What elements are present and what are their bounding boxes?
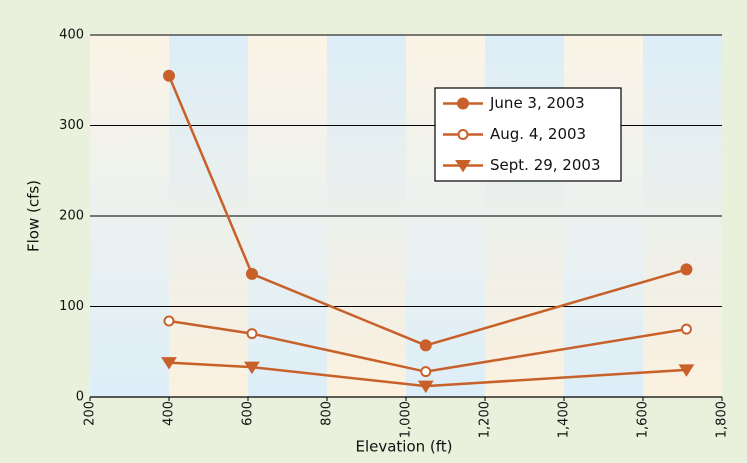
x-tick-label: 400 [162,401,177,426]
x-tick-label: 1,400 [557,401,572,438]
legend-label: June 3, 2003 [489,94,585,112]
data-point [163,315,175,327]
legend-marker [455,160,471,173]
y-tick-label: 200 [59,209,84,224]
data-point [680,263,693,276]
data-point [420,366,432,378]
data-point [163,69,175,82]
x-tick-label: 1,200 [478,401,493,438]
data-point [419,339,432,352]
data-point [161,357,177,370]
data-point [245,267,258,280]
data-point [417,380,434,394]
series-line [168,319,687,373]
x-tick-label: 600 [241,401,256,426]
legend-label: Aug. 4, 2003 [490,125,586,143]
data-point [680,323,692,335]
legend-label: Sept. 29, 2003 [490,156,601,174]
x-tick-label: 800 [320,401,335,426]
legend-marker [457,129,469,140]
legend-marker [457,97,469,110]
data-point [678,364,695,377]
y-tick-label: 400 [59,28,84,43]
y-tick-label: 300 [59,118,84,133]
x-tick-label: 200 [83,401,98,426]
x-axis-label: Elevation (ft) [355,438,452,456]
x-tick-label: 1,600 [636,401,651,438]
y-tick-label: 0 [76,390,84,405]
x-tick-label: 1,000 [399,401,414,438]
y-tick-label: 100 [59,299,84,314]
data-point [244,361,260,375]
series-line [168,361,687,388]
series-line [167,75,687,347]
y-axis-label: Flow (cfs) [25,180,43,252]
x-tick-label: 1,800 [715,401,730,438]
data-point [246,328,258,340]
